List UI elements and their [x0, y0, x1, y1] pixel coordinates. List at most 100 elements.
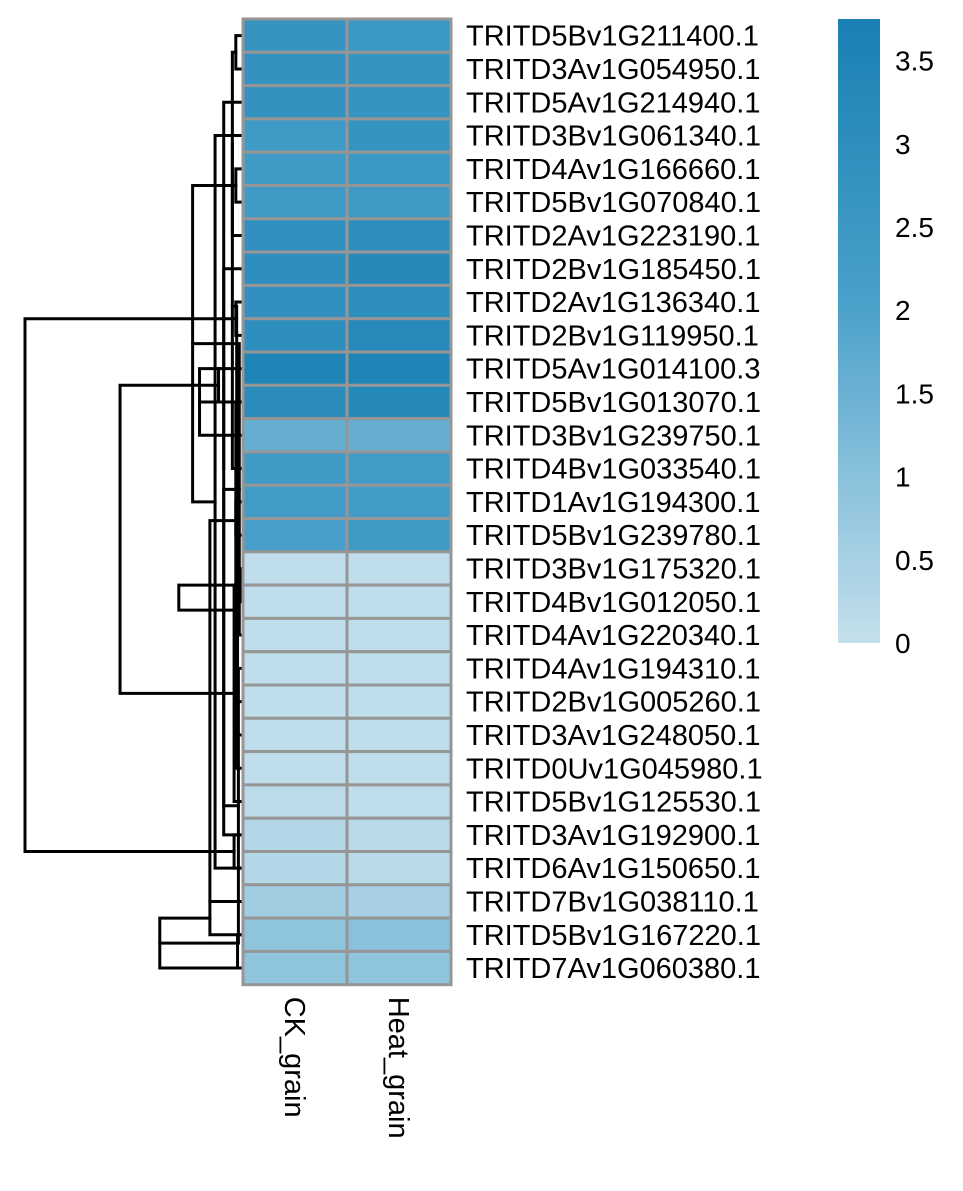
heatmap-cell: [241, 616, 349, 654]
heatmap-cell: [345, 317, 453, 354]
row-label: TRITD0Uv1G045980.1: [466, 753, 763, 785]
heatmap-cell: [345, 184, 453, 221]
heatmap-cell: [345, 850, 453, 887]
row-label: TRITD4Bv1G033540.1: [466, 454, 761, 486]
row-label: TRITD5Av1G014100.3: [466, 354, 760, 386]
row-labels: TRITD5Bv1G211400.1TRITD3Av1G054950.1TRIT…: [466, 21, 763, 985]
heatmap-cell: [345, 517, 453, 554]
heatmap-cell: [241, 450, 349, 487]
heatmap-cell: [241, 816, 349, 854]
row-label: TRITD5Bv1G125530.1: [466, 787, 761, 819]
dendrogram-link: [118, 383, 236, 695]
heatmap-cell: [345, 650, 453, 687]
row-dendrogram: [23, 34, 243, 970]
heatmap-cell: [345, 916, 453, 953]
heatmap-cell: [345, 217, 453, 254]
row-label: TRITD3Av1G192900.1: [466, 820, 760, 852]
heatmap-cell: [345, 716, 453, 754]
heatmap-cell: [345, 450, 453, 487]
row-label: TRITD7Av1G060380.1: [466, 953, 760, 985]
heatmap-cell: [345, 283, 453, 321]
legend-tick-label: 3: [895, 129, 911, 160]
heatmap-cell: [241, 283, 349, 321]
heatmap-cell: [345, 17, 453, 54]
row-label: TRITD2Bv1G119950.1: [466, 320, 759, 352]
legend-tick-label: 2.5: [895, 212, 934, 243]
heatmap-cell: [241, 883, 349, 920]
dendrogram-link: [236, 933, 243, 970]
heatmap-cell: [241, 117, 349, 154]
row-label: TRITD4Av1G194310.1: [466, 653, 760, 685]
row-label: TRITD4Av1G220340.1: [466, 620, 760, 652]
heatmap-cell: [241, 417, 349, 454]
legend-tick-label: 0.5: [895, 545, 934, 576]
heatmap-cell: [241, 916, 349, 953]
row-label: TRITD2Av1G223190.1: [466, 220, 760, 252]
heatmap-cell: [345, 150, 453, 187]
heatmap-cell: [241, 483, 349, 521]
row-label: TRITD5Av1G214940.1: [466, 87, 760, 119]
heatmap-cell: [345, 84, 453, 121]
heatmap-cell: [345, 583, 453, 620]
heatmap-cell: [345, 250, 453, 287]
row-label: TRITD3Av1G054950.1: [466, 54, 760, 86]
heatmap-cell: [241, 250, 349, 287]
legend-tick-label: 1: [895, 462, 911, 493]
heatmap-cell: [345, 383, 453, 421]
heatmap-cell: [241, 650, 349, 687]
heatmap-cell: [241, 750, 349, 787]
heatmap-cell: [345, 350, 453, 387]
dendrogram-link: [177, 583, 240, 612]
heatmap-cell: [241, 217, 349, 254]
heatmap-cell: [241, 949, 349, 987]
color-legend: 0 0.5 1 1.5 2 2.5 3 3.5: [838, 19, 934, 659]
row-label: TRITD6Av1G150650.1: [466, 853, 760, 885]
legend-tick-label: 2: [895, 295, 911, 326]
legend-tick-label: 3.5: [895, 46, 934, 77]
row-label: TRITD3Bv1G175320.1: [466, 553, 761, 585]
heatmap-cells: [241, 17, 453, 987]
legend-color-bar: [838, 19, 880, 643]
heatmap-cell: [241, 350, 349, 387]
heatmap-cell: [241, 84, 349, 121]
heatmap-cell: [241, 850, 349, 887]
row-label: TRITD3Bv1G061340.1: [466, 121, 761, 153]
heatmap-cell: [241, 50, 349, 88]
row-label: TRITD3Av1G248050.1: [466, 720, 760, 752]
row-label: TRITD7Bv1G038110.1: [466, 886, 759, 918]
heatmap-cell: [345, 417, 453, 454]
heatmap-cell: [345, 550, 453, 587]
dendrogram-link: [222, 487, 241, 808]
row-label: TRITD2Av1G136340.1: [466, 287, 760, 319]
row-label: TRITD5Bv1G167220.1: [466, 920, 761, 952]
row-label: TRITD3Bv1G239750.1: [466, 420, 761, 452]
row-label: TRITD5Bv1G211400.1: [466, 21, 759, 53]
dendrogram-link: [208, 899, 243, 937]
row-label: TRITD2Bv1G005260.1: [466, 687, 761, 719]
row-label: TRITD2Bv1G185450.1: [466, 254, 761, 286]
row-label: TRITD4Av1G166660.1: [466, 154, 760, 186]
column-labels: CK_grain Heat_grain: [278, 997, 414, 1139]
heatmap-cell: [345, 683, 453, 720]
column-label: CK_grain: [278, 997, 310, 1118]
heatmap-cell: [241, 716, 349, 754]
row-label: TRITD1Av1G194300.1: [466, 487, 760, 519]
heatmap-cell: [241, 583, 349, 620]
heatmap-cell: [345, 117, 453, 154]
heatmap-cell: [345, 783, 453, 820]
dendrogram-link: [23, 317, 238, 853]
heatmap-cell: [241, 383, 349, 421]
heatmap-cell: [241, 150, 349, 187]
heatmap-cell: [345, 750, 453, 787]
heatmap-cell: [241, 550, 349, 587]
row-label: TRITD5Bv1G239780.1: [466, 520, 761, 552]
heatmap-cell: [241, 184, 349, 221]
heatmap-cell: [345, 949, 453, 987]
row-label: TRITD4Bv1G012050.1: [466, 587, 761, 619]
heatmap-cell: [241, 683, 349, 720]
dendrogram-link: [208, 519, 243, 903]
heatmap-cell: [241, 17, 349, 54]
heatmap-cell: [345, 50, 453, 88]
heatmap-cell: [345, 483, 453, 521]
heatmap-cell: [241, 317, 349, 354]
